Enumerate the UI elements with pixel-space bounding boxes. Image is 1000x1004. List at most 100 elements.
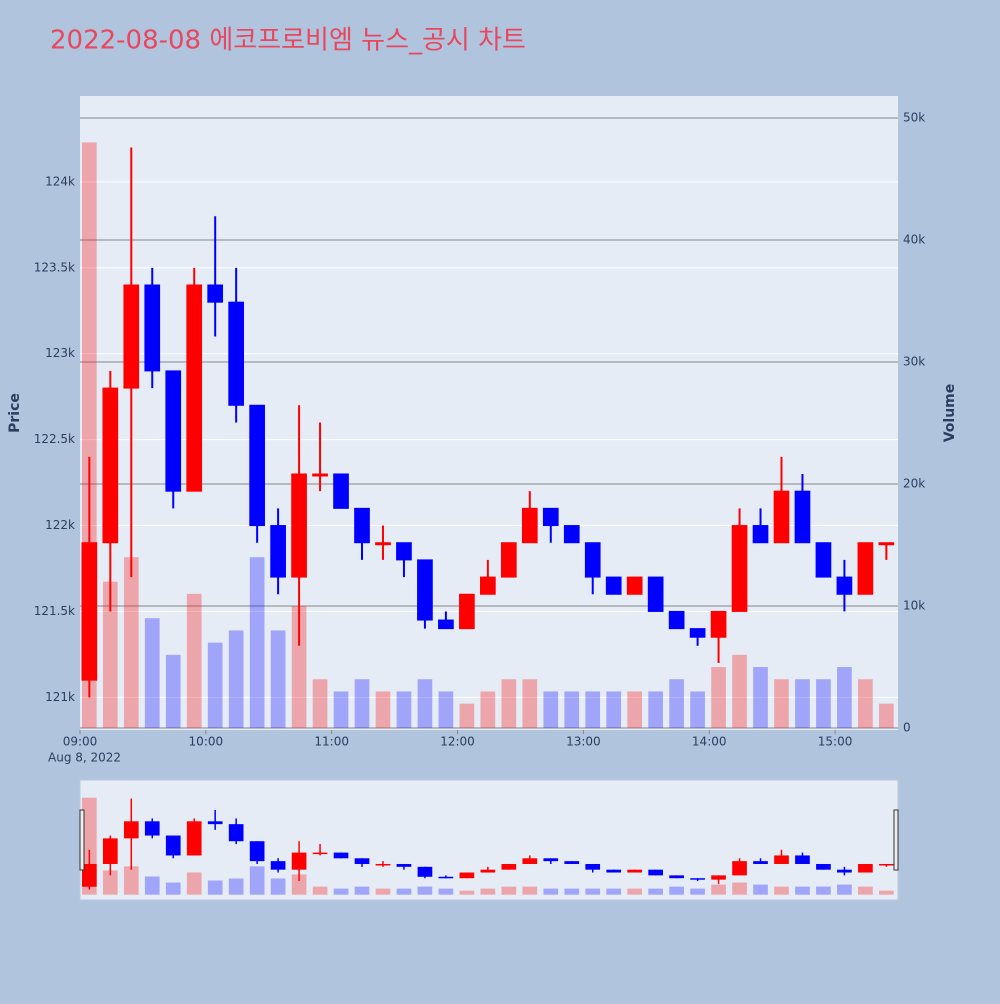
mini-candle-body	[627, 869, 643, 873]
candle-body	[626, 576, 643, 595]
candle-body	[207, 284, 224, 303]
x-date-label: Aug 8, 2022	[48, 751, 121, 765]
mini-candle-body	[144, 821, 160, 836]
x-tick-label: 09:00	[63, 735, 98, 749]
mini-volume-bar	[585, 888, 601, 895]
mini-candle-body	[732, 861, 747, 876]
mini-candle-body	[249, 841, 265, 862]
mini-volume-bar	[837, 884, 852, 895]
volume-bar	[795, 679, 810, 729]
candle-body	[480, 576, 496, 595]
mini-candle-body	[165, 835, 181, 856]
volume-bar	[396, 691, 412, 729]
mini-candle-body	[879, 863, 894, 866]
y-tick-label: 122.5k	[34, 432, 75, 446]
mini-candle-body	[228, 824, 244, 842]
volume-bar	[585, 691, 601, 729]
mini-candle-body	[501, 863, 517, 870]
mini-candle-body	[82, 863, 97, 887]
mini-volume-bar	[627, 888, 643, 895]
volume-bar	[459, 703, 475, 729]
candle-body	[584, 542, 601, 578]
y-axis-title: Price	[7, 393, 23, 433]
mini-candle-body	[375, 863, 391, 866]
volume-bar	[711, 667, 726, 729]
mini-volume-bar	[186, 872, 202, 895]
mini-candle-body	[795, 855, 810, 864]
candle-body	[731, 525, 748, 612]
mini-candle-body	[102, 838, 118, 864]
mini-candle-body	[522, 858, 538, 864]
volume-bar	[438, 691, 454, 729]
mini-candle-body	[543, 858, 559, 862]
candle-body	[459, 593, 475, 630]
x-tick-label: 11:00	[314, 735, 349, 749]
mini-volume-bar	[501, 886, 517, 895]
mini-volume-bar	[333, 888, 349, 895]
candle-body	[752, 525, 769, 544]
volume-bar	[228, 630, 244, 729]
range-slider[interactable]	[79, 779, 899, 901]
candle-body	[878, 542, 895, 546]
mini-candle-body	[816, 863, 831, 870]
mini-candle-body	[606, 869, 622, 873]
volume-bar	[375, 691, 391, 729]
range-handle[interactable]	[893, 809, 899, 871]
mini-candle-body	[354, 858, 370, 864]
mini-candle-body	[312, 852, 328, 855]
volume-bar	[627, 691, 643, 729]
volume-bar	[564, 691, 580, 729]
x-tick-label: 13:00	[566, 735, 601, 749]
volume-bar	[291, 606, 307, 729]
candle-body	[710, 610, 727, 638]
candle-body	[102, 387, 119, 544]
mini-candle-body	[207, 821, 223, 825]
y2-tick-label: 20k	[903, 477, 925, 491]
volume-bar	[207, 642, 223, 729]
mini-volume-bar	[690, 888, 705, 895]
volume-bar	[417, 679, 433, 729]
volume-bar	[816, 679, 831, 729]
candle-body	[605, 576, 622, 595]
y-tick-label: 123k	[45, 346, 75, 360]
volume-bar	[144, 618, 160, 729]
mini-volume-bar	[459, 890, 475, 895]
candle-body	[773, 490, 790, 544]
mini-candle-body	[438, 876, 454, 879]
candle-body	[144, 284, 161, 372]
candle-body	[375, 542, 391, 546]
volume-bar	[501, 679, 517, 729]
candle-body	[794, 490, 811, 544]
volume-bar	[102, 581, 118, 729]
mini-candle-body	[333, 852, 349, 859]
y2-tick-label: 40k	[903, 232, 925, 246]
mini-volume-bar	[753, 884, 768, 895]
candle-body	[857, 542, 874, 595]
volume-bar	[648, 691, 663, 729]
mini-candle-body	[564, 861, 580, 864]
mini-volume-bar	[291, 874, 307, 895]
range-handle[interactable]	[79, 809, 85, 871]
mini-candle-body	[186, 821, 202, 856]
volume-bar	[606, 691, 622, 729]
volume-bar	[123, 557, 139, 729]
y-tick-label: 122k	[45, 518, 75, 532]
mini-volume-bar	[396, 888, 412, 895]
candle-body	[249, 404, 265, 527]
mini-candle-body	[417, 866, 433, 877]
y2-tick-label: 30k	[903, 354, 925, 368]
mini-volume-bar	[711, 884, 726, 895]
candle-body	[647, 576, 664, 612]
mini-candle-body	[585, 863, 601, 870]
mini-candle-body	[459, 872, 475, 879]
candle-body	[500, 542, 517, 578]
mini-volume-bar	[795, 886, 810, 895]
candle-body	[668, 610, 685, 630]
volume-bar	[774, 679, 789, 729]
volume-bar	[858, 679, 873, 729]
mini-volume-bar	[228, 878, 244, 895]
y-tick-label: 121.5k	[34, 604, 75, 618]
candle-body	[333, 473, 349, 509]
mini-candle-body	[669, 875, 684, 879]
